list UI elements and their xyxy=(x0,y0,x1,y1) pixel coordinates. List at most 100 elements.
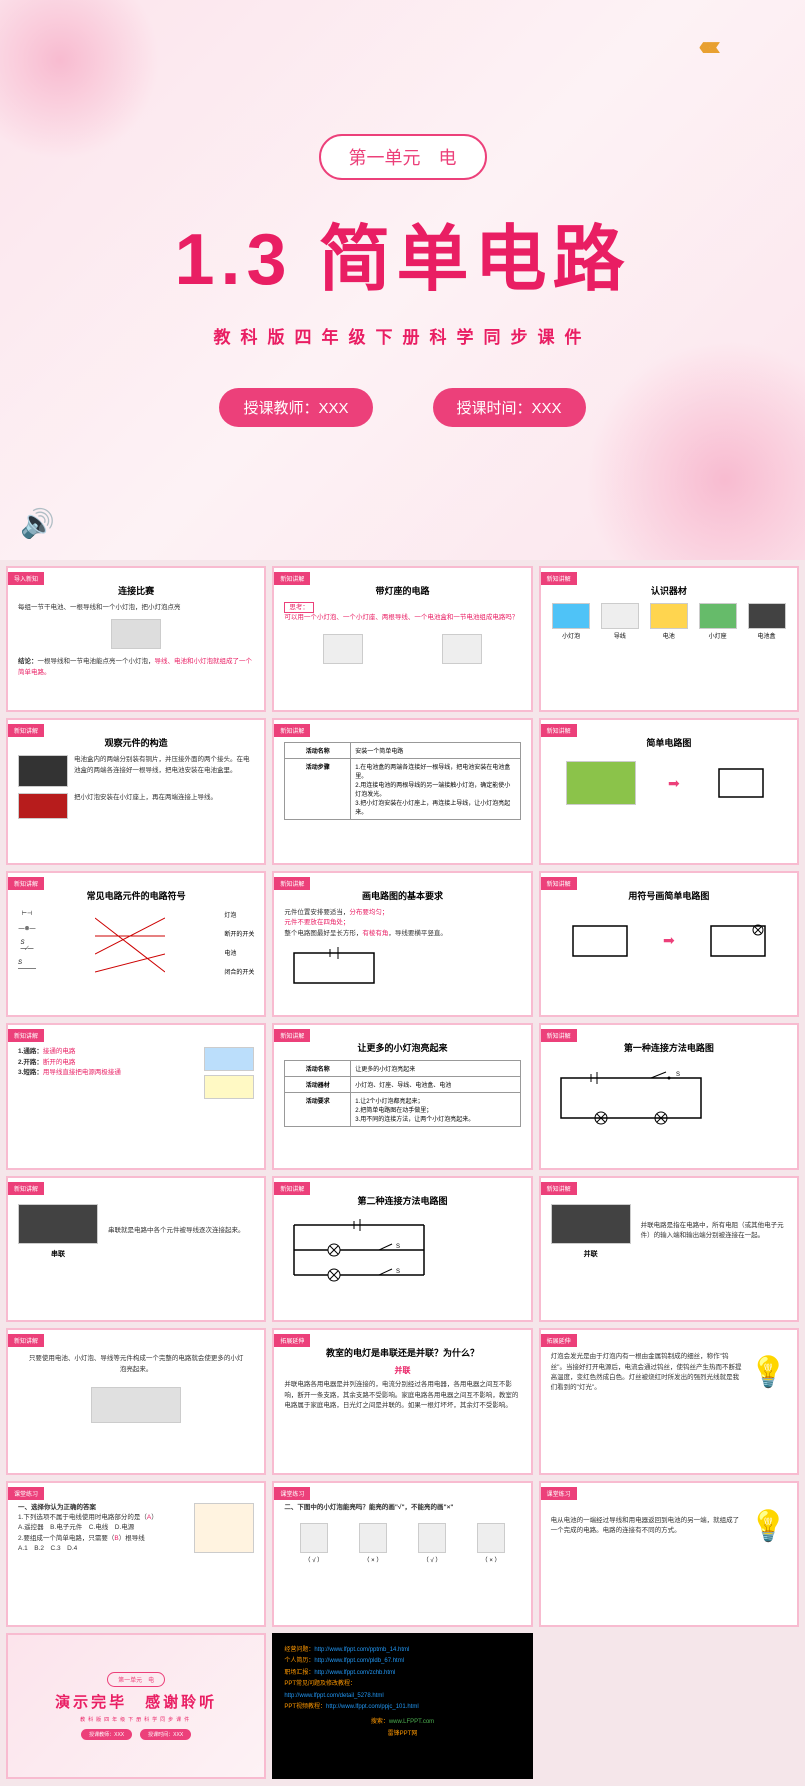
content: 并联 并联电路是指在电路中，所有电阻（或其他电子元件）的输入端和输出端分别被连接… xyxy=(551,1204,787,1259)
tag: 课堂练习 xyxy=(8,1487,44,1500)
diagram: S xyxy=(551,1068,787,1128)
slide-title: 常见电路元件的电路符号 xyxy=(18,889,254,902)
content: 1.通路：接通的电路 2.开路：断开的电路 3.短路：用导线直接把电源两极接通 xyxy=(18,1047,254,1099)
tag: 新知讲解 xyxy=(274,1029,310,1042)
link-row: 职场汇报：http://www.lfppt.com/zchb.html xyxy=(284,1668,520,1679)
tag: 新知讲解 xyxy=(274,877,310,890)
slide-19[interactable]: 课堂练习 一、选择你认为正确的答案 1.下列选项不属于电线使用时电路部分的是（A… xyxy=(6,1481,266,1627)
svg-text:S: S xyxy=(396,1244,400,1250)
tag: 新知讲解 xyxy=(8,1334,44,1347)
conclusion: 结论：一根导线和一节电池能点亮一个小灯泡，导线、电池和小灯泡就组成了一个简单电路… xyxy=(18,657,254,678)
slide-5[interactable]: 新知讲解 活动名称安装一个简单电路 活动步骤1.在电池盒的两端各连接好一根导线，… xyxy=(272,718,532,864)
slide-title: 让更多的小灯泡亮起来 xyxy=(284,1041,520,1054)
row: 把小灯泡安装在小灯座上，再在两端连接上导线。 xyxy=(18,793,254,819)
bulb-icon: 💡 xyxy=(750,1509,787,1544)
slide-6[interactable]: 新知讲解 简单电路图 ➡ xyxy=(539,718,799,864)
slide-4[interactable]: 新知讲解 观察元件的构造 电池盒内的两端分别装有铜片，并压接外面的两个接头。在电… xyxy=(6,718,266,864)
tag: 新知讲解 xyxy=(8,877,44,890)
pills: 授课教师：XXX 授课时间：XXX xyxy=(81,1729,191,1740)
speaker-icon: 🔊 xyxy=(20,507,55,540)
tag: 导入新知 xyxy=(8,572,44,585)
tag: 课堂练习 xyxy=(541,1487,577,1500)
slide-title: 用符号画简单电路图 xyxy=(551,889,787,902)
slide-title: 教室的电灯是串联还是并联？为什么？ xyxy=(284,1346,520,1359)
title: 二、下图中的小灯泡能亮吗？能亮的画"√"，不能亮的画"×" xyxy=(284,1503,520,1513)
tag: 新知讲解 xyxy=(541,572,577,585)
svg-text:S: S xyxy=(676,1072,680,1078)
link-row: PPT视频教程：http://www.lfppt.com/ppjc_101.ht… xyxy=(284,1702,520,1713)
slide-21[interactable]: 课堂练习 电从电池的一端经过导线和用电器返回到电池的另一端，就组成了一个完成的电… xyxy=(539,1481,799,1627)
empty-slot xyxy=(539,1633,799,1779)
circuit-image xyxy=(111,619,161,649)
slide-title: 认识器材 xyxy=(551,584,787,597)
slide-17[interactable]: 拓展延伸 教室的电灯是串联还是并联？为什么？ 并联 并联电路各用电器是并列连接的… xyxy=(272,1328,532,1474)
link-row: 个人简历：http://www.lfppt.com/pldb_67.html xyxy=(284,1656,520,1667)
main-title: 1.3 简单电路 xyxy=(174,200,630,305)
slide-20[interactable]: 课堂练习 二、下图中的小灯泡能亮吗？能亮的画"√"，不能亮的画"×" （ √ ）… xyxy=(272,1481,532,1627)
slide-title: 简单电路图 xyxy=(551,736,787,749)
unit: 第一单元 电 xyxy=(107,1672,165,1687)
tag: 新知讲解 xyxy=(541,724,577,737)
slide-2[interactable]: 新知讲解 带灯座的电路 思考：可以用一个小灯泡、一个小灯座、两根导线、一个电池盒… xyxy=(272,566,532,712)
tag: 新知讲解 xyxy=(541,1182,577,1195)
diagram: SS xyxy=(284,1217,520,1283)
content: 串联 串联就是电路中各个元件被导线逐次连接起来。 xyxy=(18,1204,254,1259)
svg-text:S: S xyxy=(396,1269,400,1275)
links-slide[interactable]: 经营问题：http://www.lfppt.com/pptmb_14.html … xyxy=(272,1633,532,1779)
tag: 课堂练习 xyxy=(274,1487,310,1500)
info-row: 授课教师：XXX 授课时间：XXX xyxy=(219,388,585,427)
link-row: PPT常见问题及修改教程： xyxy=(284,1679,520,1690)
tag: 新知讲解 xyxy=(8,1182,44,1195)
slide-3[interactable]: 新知讲解 认识器材 小灯泡 导线 电池 小灯座 电池盒 xyxy=(539,566,799,712)
slide-10[interactable]: 新知讲解 1.通路：接通的电路 2.开路：断开的电路 3.短路：用导线直接把电源… xyxy=(6,1023,266,1169)
tag: 新知讲解 xyxy=(8,1029,44,1042)
link-row: 雷锋PPT网 xyxy=(284,1729,520,1740)
title: 演示完毕 感谢聆听 xyxy=(55,1691,217,1712)
tag: 新知讲解 xyxy=(274,724,310,737)
row: 电池盒内的两端分别装有铜片，并压接外面的两个接头。在电池盒的两端各连接好一根导线… xyxy=(18,755,254,787)
tag: 拓展延伸 xyxy=(274,1334,310,1347)
slide-9[interactable]: 新知讲解 用符号画简单电路图 ➡ xyxy=(539,871,799,1017)
slide-15[interactable]: 新知讲解 并联 并联电路是指在电路中，所有电阻（或其他电子元件）的输入端和输出端… xyxy=(539,1176,799,1322)
slide-7[interactable]: 新知讲解 常见电路元件的电路符号 ⊢⊣—⊗—S—∕—S——— 灯泡断开的开关电池… xyxy=(6,871,266,1017)
answers: （ √ ） （ × ） （ √ ） （ × ） xyxy=(284,1523,520,1564)
activity-table: 活动名称让更多的小灯泡亮起来 活动器材小灯泡、灯座、导线、电池盒、电池 活动要求… xyxy=(284,1060,520,1127)
slide-12[interactable]: 新知讲解 第一种连接方法电路图 S xyxy=(539,1023,799,1169)
slide-1[interactable]: 导入新知 连接比赛 每组一节干电池、一根导线和一个小灯泡，把小灯泡点亮 结论：一… xyxy=(6,566,266,712)
slide-11[interactable]: 新知讲解 让更多的小灯泡亮起来 活动名称让更多的小灯泡亮起来 活动器材小灯泡、灯… xyxy=(272,1023,532,1169)
unit-badge: 第一单元 电 xyxy=(319,134,487,180)
image xyxy=(18,1387,254,1425)
link-row: 经营问题：http://www.lfppt.com/pptmb_14.html xyxy=(284,1645,520,1656)
content: 电从电池的一端经过导线和用电器返回到电池的另一端，就组成了一个完成的电路。电路的… xyxy=(551,1509,787,1544)
content: 一、选择你认为正确的答案 1.下列选项不属于电线使用时电路部分的是（A） A.遥… xyxy=(18,1503,254,1555)
images xyxy=(284,634,520,664)
symbol-map: ⊢⊣—⊗—S—∕—S——— 灯泡断开的开关电池闭合的开关 xyxy=(18,910,254,980)
tag: 拓展延伸 xyxy=(541,1334,577,1347)
text: 只要使用电池、小灯泡、导线等元件构成一个完整的电路就会使更多的小灯泡亮起来。 xyxy=(18,1354,254,1375)
slide-13[interactable]: 新知讲解 串联 串联就是电路中各个元件被导线逐次连接起来。 xyxy=(6,1176,266,1322)
closing-slide[interactable]: 第一单元 电 演示完毕 感谢聆听 教科版四年级下册科学同步课件 授课教师：XXX… xyxy=(6,1633,266,1779)
activity-table: 活动名称安装一个简单电路 活动步骤1.在电池盒的两端各连接好一根导线，把电池安装… xyxy=(284,742,520,820)
content: 灯泡会发光是由于灯泡内有一根由金属钨制成的细丝，称作"钨丝"。当接好打开电源后，… xyxy=(551,1352,787,1394)
diagram xyxy=(284,947,520,989)
components: 小灯泡 导线 电池 小灯座 电池盒 xyxy=(551,603,787,640)
think: 思考：可以用一个小灯泡、一个小灯座、两根导线、一个电池盒和一节电池组成电路吗？ xyxy=(284,603,520,624)
bulb-icon: 💡 xyxy=(750,1355,787,1390)
sub: 教科版四年级下册科学同步课件 xyxy=(80,1716,192,1723)
slide-16[interactable]: 新知讲解 只要使用电池、小灯泡、导线等元件构成一个完整的电路就会使更多的小灯泡亮… xyxy=(6,1328,266,1474)
slide-8[interactable]: 新知讲解 画电路图的基本要求 元件位置安排要适当，分布要均匀； 元件不要放在四角… xyxy=(272,871,532,1017)
tag: 新知讲解 xyxy=(8,724,44,737)
link-row: 搜索：www.LFPPT.com xyxy=(284,1717,520,1728)
slide-title: 观察元件的构造 xyxy=(18,736,254,749)
tag: 新知讲解 xyxy=(274,572,310,585)
answer: 并联 xyxy=(284,1365,520,1376)
slide-title: 带灯座的电路 xyxy=(284,584,520,597)
slide-title: 连接比赛 xyxy=(18,584,254,597)
hero-slide: ‹‹‹‹‹ 第一单元 电 1.3 简单电路 教科版四年级下册科学同步课件 授课教… xyxy=(0,0,805,560)
text: 并联电路各用电器是并列连接的，电流分别经过各用电器，各用电器之间互不影响，断开一… xyxy=(284,1380,520,1411)
slide-18[interactable]: 拓展延伸 灯泡会发光是由于灯泡内有一根由金属钨制成的细丝，称作"钨丝"。当接好打… xyxy=(539,1328,799,1474)
slide-14[interactable]: 新知讲解 第二种连接方法电路图 SS xyxy=(272,1176,532,1322)
tag: 新知讲解 xyxy=(274,1182,310,1195)
link-row: http://www.lfppt.com/detail_5278.html xyxy=(284,1691,520,1702)
text: 元件位置安排要适当，分布要均匀； 元件不要放在四角处； 整个电路图最好呈长方形，… xyxy=(284,908,520,939)
